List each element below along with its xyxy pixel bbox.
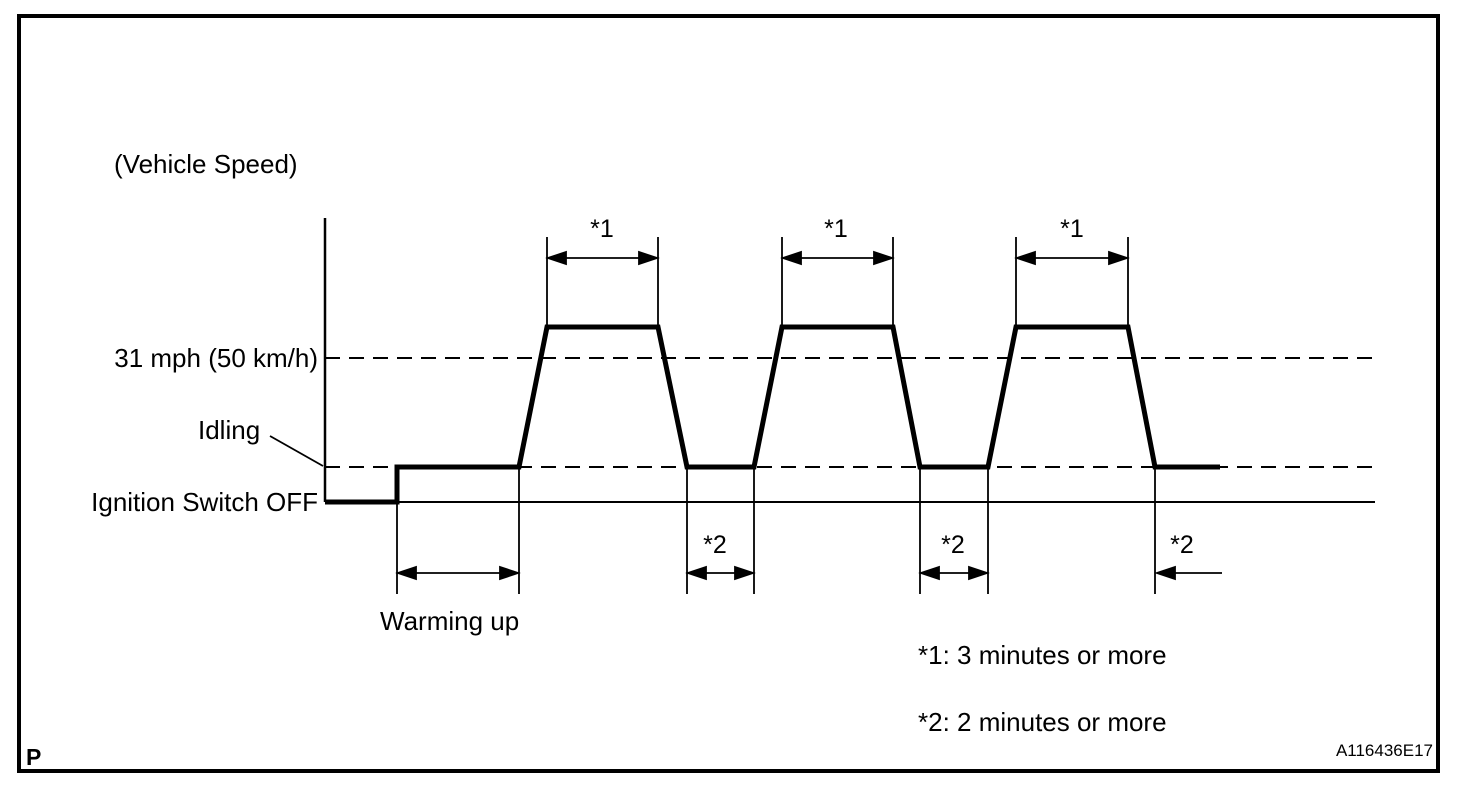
warming-up-label: Warming up <box>380 606 520 636</box>
idling-callout-line <box>269 435 324 467</box>
arrowhead-left-icon <box>1014 250 1036 266</box>
cruise-duration-arrow-2 <box>780 250 895 266</box>
idle-duration-arrow-2 <box>918 565 990 581</box>
footnote-1: *1: 3 minutes or more <box>918 640 1167 670</box>
cruise-duration-arrow-3 <box>1014 250 1130 266</box>
arrowhead-right-icon <box>638 250 660 266</box>
idle-duration-marker-3: *2 <box>1170 531 1194 559</box>
ignition-switch-off-label: Ignition Switch OFF <box>91 487 318 517</box>
idle-duration-marker-2: *2 <box>941 531 965 559</box>
arrowhead-left-icon <box>685 565 707 581</box>
arrowhead-right-icon <box>499 565 521 581</box>
idling-label: Idling <box>198 415 261 445</box>
speed-threshold-label: 31 mph (50 km/h) <box>114 343 318 373</box>
arrowhead-right-icon <box>1108 250 1130 266</box>
arrowhead-right-icon <box>968 565 990 581</box>
idle-duration-arrow-3 <box>1154 565 1222 581</box>
arrowhead-right-icon <box>873 250 895 266</box>
figure-border <box>17 14 1440 773</box>
y-axis-title: (Vehicle Speed) <box>114 149 298 179</box>
cruise-duration-arrow-1 <box>545 250 660 266</box>
page-marker: P <box>26 744 42 770</box>
idle-duration-marker-1: *2 <box>703 531 727 559</box>
figure-id: A116436E17 <box>1335 741 1433 760</box>
arrowhead-left-icon <box>780 250 802 266</box>
vehicle-speed-waveform <box>325 324 1220 505</box>
arrowhead-left-icon <box>918 565 940 581</box>
arrowhead-left-icon <box>395 565 417 581</box>
cycle-duration-marker-1: *1 <box>590 215 614 243</box>
extension-lines <box>396 237 1156 594</box>
arrowhead-right-icon <box>734 565 756 581</box>
arrowhead-left-icon <box>1154 565 1176 581</box>
warming-up-duration-arrow <box>395 565 521 581</box>
cycle-duration-marker-2: *1 <box>824 215 848 243</box>
cycle-duration-marker-3: *1 <box>1060 215 1084 243</box>
footnote-2: *2: 2 minutes or more <box>918 707 1167 737</box>
arrowhead-left-icon <box>545 250 567 266</box>
idle-duration-arrow-1 <box>685 565 756 581</box>
